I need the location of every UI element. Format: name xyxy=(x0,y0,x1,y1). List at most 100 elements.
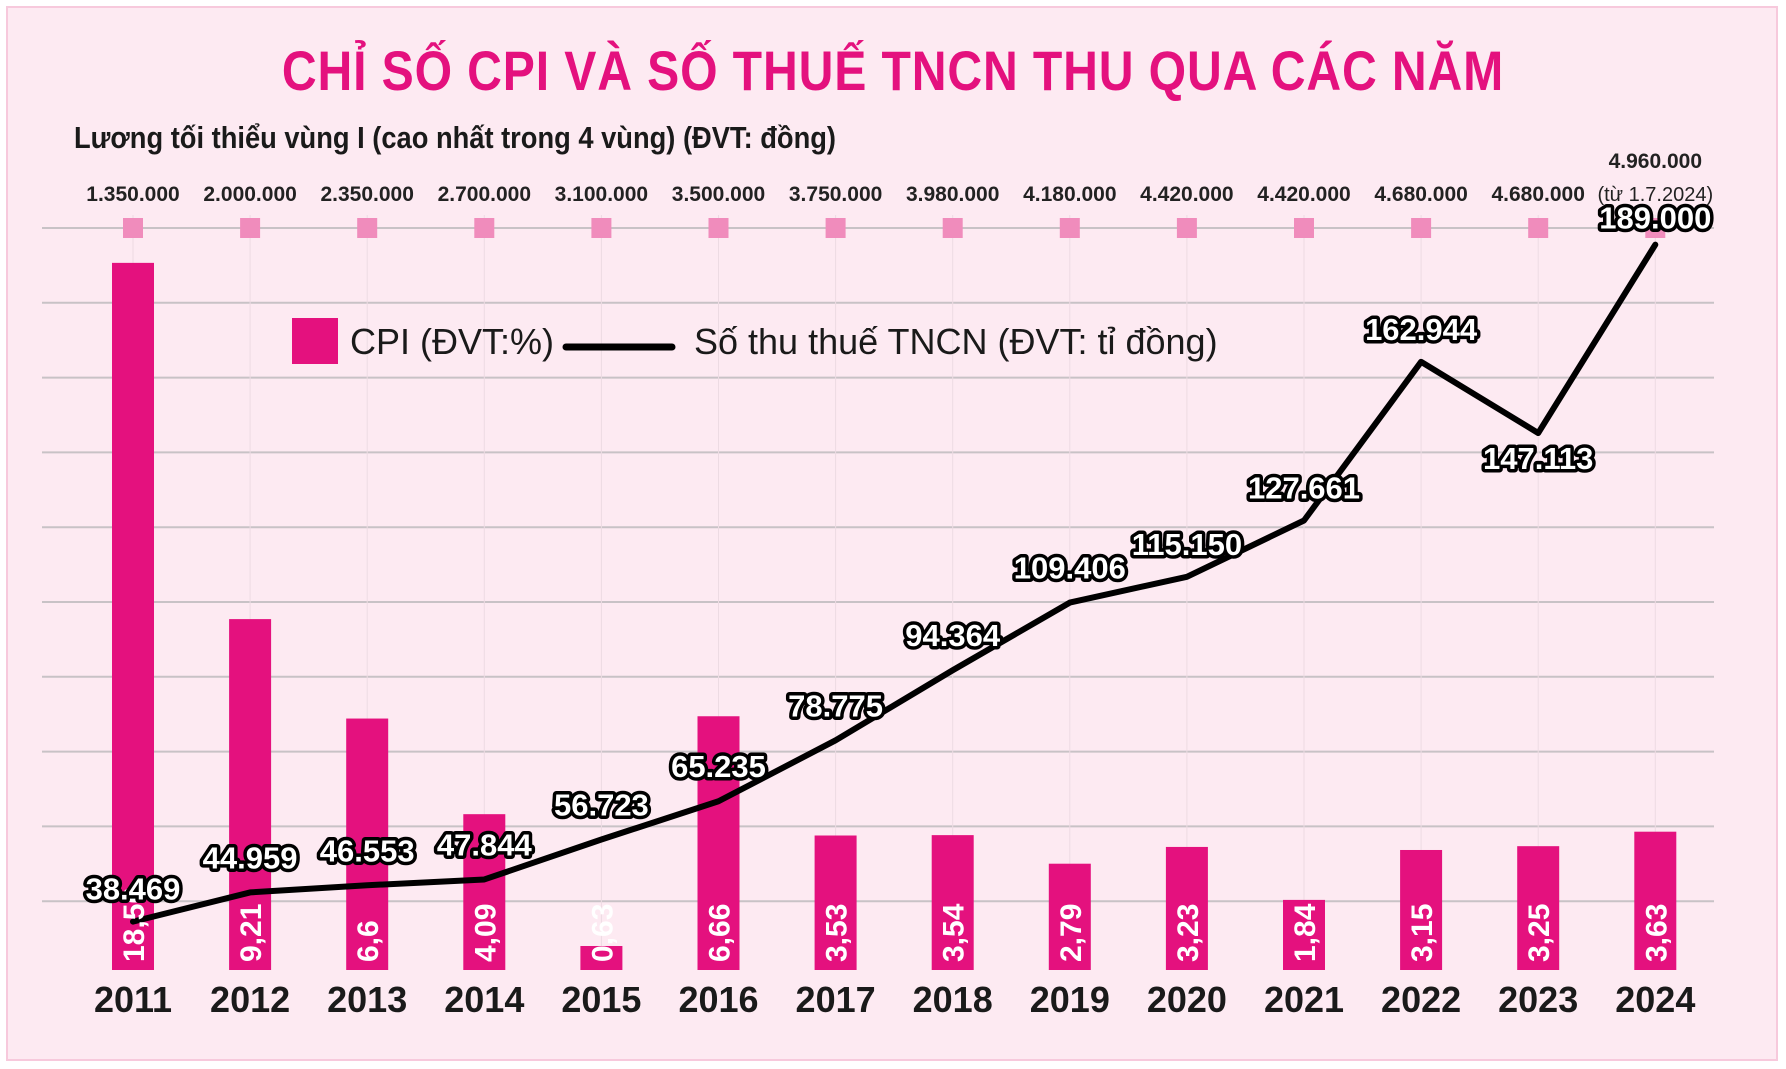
cpi-bar xyxy=(346,718,389,970)
cpi-bar xyxy=(1048,863,1091,970)
wage-label: 4.680.000 xyxy=(1491,183,1584,206)
wage-marker xyxy=(1176,218,1197,238)
cpi-bar xyxy=(1283,899,1325,970)
legend-cpi-swatch xyxy=(292,318,338,364)
pit-series-line xyxy=(130,241,1659,925)
cpi-bar xyxy=(931,835,974,970)
grid-lines xyxy=(42,215,1714,970)
cpi-value-label: 1,84 xyxy=(1289,903,1322,962)
cpi-bar xyxy=(580,945,623,970)
cpi-value-label: 4,09 xyxy=(469,904,502,962)
wage-marker xyxy=(1411,218,1432,238)
cpi-bar xyxy=(229,619,272,970)
year-tick-label: 2017 xyxy=(796,979,876,1020)
wage-marker xyxy=(357,218,378,238)
wage-label: 2.000.000 xyxy=(203,183,296,206)
cpi-value-label: 6,66 xyxy=(704,904,737,962)
wage-marker xyxy=(240,218,261,238)
year-tick-label: 2016 xyxy=(678,979,758,1020)
year-tick-label: 2015 xyxy=(561,979,641,1020)
pit-labels: 38.469 44.959 46.553 47.844 56.723 65.235 78.7… xyxy=(82,197,1715,910)
year-tick-label: 2023 xyxy=(1498,979,1578,1020)
cpi-value-label: 3,63 xyxy=(1640,904,1673,962)
year-tick-label: 2022 xyxy=(1381,979,1461,1020)
pit-value-label: 46.553 xyxy=(320,833,415,868)
cpi-value-label: 2,79 xyxy=(1055,904,1088,962)
year-axis: 2011 2012 2013 2014 2015 2016 2017 2018 2019 2020… xyxy=(94,979,1695,1020)
wage-label: 1.350.000 xyxy=(86,183,179,206)
cpi-labels: 18,56 9,21 6,6 4,09 0,63 6,66 3,53 3,54 2,79 3,23… xyxy=(118,887,1673,962)
cpi-bar xyxy=(463,814,506,970)
cpi-bars xyxy=(112,262,1677,970)
wage-label: 3.100.000 xyxy=(555,183,648,206)
legend: CPI (ĐVT:%) Số thu thuế TNCN (ĐVT: tỉ đồ… xyxy=(292,318,1218,364)
pit-value-label: 65.235 xyxy=(671,749,766,784)
pit-value-label: 109.406 xyxy=(1014,551,1126,586)
wage-marker xyxy=(1528,218,1549,238)
cpi-value-label: 3,23 xyxy=(1172,904,1205,962)
wage-label: 4.180.000 xyxy=(1023,183,1116,206)
pit-value-label: 189.000 xyxy=(1599,201,1711,236)
cpi-bar xyxy=(697,716,740,970)
cpi-value-label: 9,21 xyxy=(235,904,268,962)
year-tick-label: 2013 xyxy=(327,979,407,1020)
pit-value-label: 162.944 xyxy=(1365,312,1478,347)
pit-value-label: 38.469 xyxy=(86,872,181,907)
wage-marker xyxy=(1645,218,1666,238)
cpi-value-label: 0,63 xyxy=(586,904,619,962)
year-tick-label: 2018 xyxy=(913,979,993,1020)
cpi-value-label: 3,54 xyxy=(938,903,971,962)
pit-value-label: 147.113 xyxy=(1483,441,1593,476)
year-tick-label: 2024 xyxy=(1615,979,1695,1020)
year-tick-label: 2012 xyxy=(210,979,290,1020)
cpi-value-label: 3,25 xyxy=(1523,904,1556,962)
pit-line xyxy=(130,241,1659,925)
cpi-bar xyxy=(1165,846,1208,970)
wage-marker xyxy=(123,218,143,238)
pit-value-label: 47.844 xyxy=(437,827,533,862)
chart-title: CHỈ SỐ CPI VÀ SỐ THUẾ TNCN THU QUA CÁC N… xyxy=(281,39,1505,102)
cpi-bar xyxy=(814,835,857,970)
year-tick-label: 2019 xyxy=(1030,979,1110,1020)
year-tick-label: 2020 xyxy=(1147,979,1227,1020)
cpi-bar xyxy=(112,262,154,970)
wage-label: 4.960.000 xyxy=(1609,150,1702,173)
legend-cpi-label: CPI (ĐVT:%) xyxy=(350,321,554,362)
chart-background xyxy=(6,6,1778,1061)
wage-label: 4.680.000 xyxy=(1374,183,1467,206)
year-tick-label: 2021 xyxy=(1264,979,1344,1020)
wage-marker xyxy=(474,218,495,238)
chart-subtitle: Lương tối thiểu vùng I (cao nhất trong 4… xyxy=(74,120,836,155)
wage-marker xyxy=(591,218,612,238)
pit-value-label: 115.150 xyxy=(1132,527,1242,562)
cpi-value-label: 3,53 xyxy=(821,904,854,962)
year-tick-label: 2014 xyxy=(444,979,524,1020)
cpi-value-label: 3,15 xyxy=(1406,904,1439,962)
wage-label: 3.500.000 xyxy=(672,183,765,206)
wage-label: 2.350.000 xyxy=(320,183,413,206)
cpi-bar xyxy=(1634,831,1677,970)
wage-marker xyxy=(1294,218,1314,238)
cpi-value-label: 6,6 xyxy=(352,920,385,962)
wage-label: 4.420.000 xyxy=(1140,183,1233,206)
wage-label: 3.750.000 xyxy=(789,183,882,206)
cpi-value-label: 18,56 xyxy=(118,887,151,962)
wage-label: 3.980.000 xyxy=(906,183,999,206)
wage-markers: 1.350.000 2.000.000 2.350.000 2.700.000 3.10… xyxy=(86,150,1713,238)
wage-label: 2.700.000 xyxy=(438,183,531,206)
wage-label: 4.420.000 xyxy=(1257,183,1350,206)
year-tick-label: 2011 xyxy=(94,979,172,1020)
cpi-bar xyxy=(1400,849,1443,970)
wage-marker xyxy=(708,218,729,238)
pit-value-label: 44.959 xyxy=(203,840,298,875)
cpi-bar xyxy=(1517,846,1560,970)
legend-pit-label: Số thu thuế TNCN (ĐVT: tỉ đồng) xyxy=(694,321,1218,362)
pit-value-label: 94.364 xyxy=(905,618,1001,653)
wage-note: (từ 1.7.2024) xyxy=(1597,184,1713,206)
wage-marker xyxy=(825,218,846,238)
pit-value-label: 56.723 xyxy=(554,788,649,823)
wage-marker xyxy=(942,218,963,238)
pit-value-label: 127.661 xyxy=(1248,471,1360,506)
pit-value-label: 78.775 xyxy=(788,688,883,723)
